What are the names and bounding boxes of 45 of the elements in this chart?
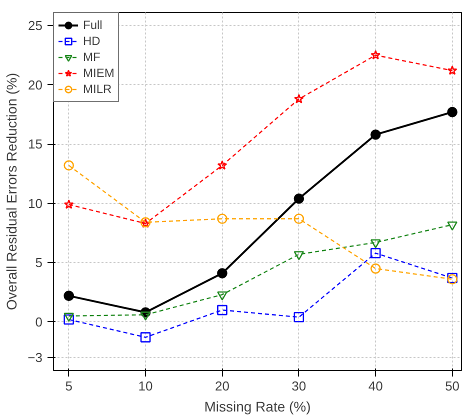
point xyxy=(217,160,228,170)
point xyxy=(294,94,304,104)
x-tick-label: 10 xyxy=(138,378,153,394)
point xyxy=(217,304,228,316)
point xyxy=(64,160,74,171)
legend-label: MF xyxy=(83,49,102,65)
x-tick-label: 20 xyxy=(214,378,230,394)
point xyxy=(64,312,74,322)
point xyxy=(140,332,151,342)
legend-label: HD xyxy=(83,33,102,49)
point xyxy=(294,312,304,322)
y-tick-label: 25 xyxy=(28,18,43,34)
point xyxy=(294,193,304,204)
point xyxy=(217,214,228,224)
point xyxy=(64,290,74,301)
y-tick-label: 20 xyxy=(28,77,43,92)
point xyxy=(370,239,381,248)
point xyxy=(370,263,381,274)
point xyxy=(370,129,381,140)
point xyxy=(217,268,228,278)
x-tick-label: 30 xyxy=(292,378,306,394)
point xyxy=(64,199,74,209)
y-axis-title: Overall Residual Errors Reduction (%) xyxy=(4,72,20,310)
y-tick-label: −3 xyxy=(28,350,43,365)
legend-label: Full xyxy=(83,17,103,33)
point xyxy=(447,106,458,118)
y-tick-label: 15 xyxy=(28,136,43,152)
y-tick-label: 5 xyxy=(35,255,43,270)
point xyxy=(447,221,458,231)
point xyxy=(217,291,228,300)
point xyxy=(294,214,304,224)
x-axis-title: Missing Rate (%) xyxy=(204,398,311,414)
point xyxy=(64,314,74,325)
point xyxy=(140,312,151,321)
point xyxy=(370,50,381,60)
point xyxy=(370,248,381,258)
point xyxy=(294,251,304,260)
y-tick-label: 10 xyxy=(28,196,43,211)
x-tick-label: 40 xyxy=(368,378,383,394)
x-tick-label: 5 xyxy=(65,378,72,394)
legend-label: MILR xyxy=(83,81,112,97)
x-tick-label: 50 xyxy=(445,378,460,394)
point xyxy=(447,65,458,75)
legend-label: MIEM xyxy=(83,65,114,81)
y-tick-label: 0 xyxy=(35,314,43,330)
